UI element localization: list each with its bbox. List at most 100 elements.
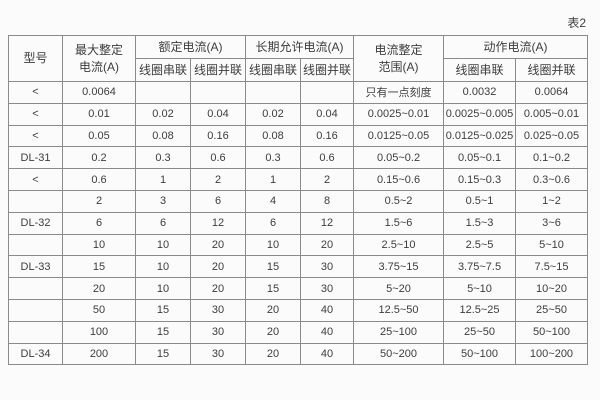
header-longterm-current-group: 长期允许电流(A) xyxy=(245,35,354,59)
value-cell: 0.05~0.1 xyxy=(443,146,516,170)
value-cell: 3 xyxy=(135,189,191,213)
value-cell: 0.04 xyxy=(190,102,246,126)
value-cell: 10 xyxy=(135,255,191,279)
value-cell: 20 xyxy=(62,277,136,300)
value-cell: 0.02 xyxy=(245,102,301,126)
table-row: 2 3 6 4 8 0.5~2 0.5~1 1~2 xyxy=(8,189,588,213)
value-cell: 12.5~25 xyxy=(443,298,516,322)
value-cell: 30 xyxy=(300,255,354,279)
value-cell: 12 xyxy=(190,211,246,235)
value-cell: 15 xyxy=(62,255,136,279)
value-cell: 只有一点刻度 xyxy=(353,81,444,104)
value-cell: 25~100 xyxy=(353,320,444,344)
value-cell: 2.5~10 xyxy=(353,233,444,257)
value-cell: 0.05 xyxy=(62,124,136,148)
model-cell xyxy=(8,298,63,322)
model-cell: < xyxy=(8,81,63,104)
value-cell: 20 xyxy=(245,342,301,366)
value-cell: 6 xyxy=(135,211,191,235)
header-max-setting-line2: 电流(A) xyxy=(79,59,119,74)
value-cell: 50 xyxy=(62,298,136,322)
value-cell: 1~2 xyxy=(515,189,588,213)
value-cell xyxy=(190,81,246,104)
value-cell: 0.08 xyxy=(245,124,301,148)
value-cell: 10~20 xyxy=(515,277,588,300)
value-cell: 7.5~15 xyxy=(515,255,588,279)
model-cell xyxy=(8,189,63,213)
header-setting-range: 电流整定 范围(A) xyxy=(353,35,444,82)
value-cell: 0.3~0.6 xyxy=(515,168,588,191)
value-cell: 30 xyxy=(300,277,354,300)
value-cell: 12.5~50 xyxy=(353,298,444,322)
value-cell: 0.0125~0.05 xyxy=(353,124,444,148)
value-cell: 0.6 xyxy=(300,146,354,170)
value-cell: 0.04 xyxy=(300,102,354,126)
value-cell: 0.5~1 xyxy=(443,189,516,213)
value-cell: 40 xyxy=(300,342,354,366)
table-row: DL-31 0.2 0.3 0.6 0.3 0.6 0.05~0.2 0.05~0.1 0.1~… xyxy=(8,146,588,170)
value-cell: 0.16 xyxy=(300,124,354,148)
value-cell: 12 xyxy=(300,211,354,235)
value-cell: 20 xyxy=(190,277,246,300)
value-cell: 0.0025~0.01 xyxy=(353,102,444,126)
value-cell: 0.0025~0.005 xyxy=(443,102,516,126)
value-cell: 3.75~7.5 xyxy=(443,255,516,279)
value-cell: 4 xyxy=(245,189,301,213)
header-max-setting-current: 最大整定 电流(A) xyxy=(62,35,136,82)
table-row: <0.6 1 2 1 2 0.15~0.6 0.15~0.3 0.3~0.6 xyxy=(8,168,588,191)
value-cell: 0.05~0.2 xyxy=(353,146,444,170)
header-row-subcolumns: 线圈串联 线圈并联 线圈串联 线圈并联 线圈串联 线圈并联 xyxy=(9,58,588,82)
header-setting-range-line2: 范围(A) xyxy=(378,59,419,74)
value-cell: 0.16 xyxy=(190,124,246,148)
value-cell: 2.5~5 xyxy=(443,233,516,257)
value-cell: 0.3 xyxy=(245,146,301,170)
value-cell: 20 xyxy=(300,233,354,257)
model-cell xyxy=(8,277,63,300)
value-cell xyxy=(245,81,301,104)
model-cell: < xyxy=(8,124,63,148)
value-cell: 30 xyxy=(190,342,246,366)
model-cell: DL-32 xyxy=(8,211,63,235)
value-cell: 20 xyxy=(190,233,246,257)
header-operating-current-group: 动作电流(A) xyxy=(443,35,588,59)
value-cell: 0.1~0.2 xyxy=(515,146,588,170)
table-header: 型号 最大整定 电流(A) 额定电流(A) 长期允许电流(A) 电流整定 范围(… xyxy=(8,35,588,82)
table-row: 20 10 20 15 30 5~20 5~10 10~20 xyxy=(8,277,588,300)
value-cell: 0.02 xyxy=(135,102,191,126)
table-row: <0.05 0.08 0.16 0.08 0.16 0.0125~0.05 0.0125~0… xyxy=(8,124,588,148)
header-setting-range-line1: 电流整定 xyxy=(374,43,423,58)
value-cell: 0.5~2 xyxy=(353,189,444,213)
value-cell: 0.0064 xyxy=(515,81,588,104)
header-operating-coil-parallel: 线圈并联 xyxy=(515,58,588,82)
value-cell: 6 xyxy=(245,211,301,235)
table-row: 100 15 30 20 40 25~100 25~50 50~100 xyxy=(8,320,588,344)
value-cell: 2 xyxy=(300,168,354,191)
value-cell: 50~200 xyxy=(353,342,444,366)
value-cell: 0.005~0.01 xyxy=(515,102,588,126)
value-cell: 2 xyxy=(190,168,246,191)
value-cell: 15 xyxy=(135,342,191,366)
model-cell: DL-33 xyxy=(8,255,63,279)
value-cell: 15 xyxy=(245,277,301,300)
value-cell: 50~100 xyxy=(443,342,516,366)
value-cell: 20 xyxy=(190,255,246,279)
value-cell: 6 xyxy=(190,189,246,213)
header-rated-coil-series: 线圈串联 xyxy=(135,58,191,82)
value-cell: 0.2 xyxy=(62,146,136,170)
table-row: DL-33 15 10 20 15 30 3.75~15 3.75~7.5 7.5~15 xyxy=(8,255,588,279)
model-cell: < xyxy=(8,168,63,191)
value-cell: 10 xyxy=(62,233,136,257)
table-row: <0.0064 只有一点刻度 0.0032 0.0064 xyxy=(8,81,588,104)
header-model: 型号 xyxy=(8,35,63,82)
value-cell: 0.01 xyxy=(62,102,136,126)
value-cell: 5~10 xyxy=(515,233,588,257)
value-cell: 8 xyxy=(300,189,354,213)
value-cell: 1 xyxy=(245,168,301,191)
table-row: DL-34 200 15 30 20 40 50~200 50~100 100~200 xyxy=(8,342,588,366)
value-cell: 0.0032 xyxy=(443,81,516,104)
value-cell: 0.0125~0.025 xyxy=(443,124,516,148)
value-cell xyxy=(300,81,354,104)
header-operating-coil-series: 线圈串联 xyxy=(443,58,516,82)
header-max-setting-line1: 最大整定 xyxy=(74,43,123,58)
value-cell: 0.3 xyxy=(135,146,191,170)
